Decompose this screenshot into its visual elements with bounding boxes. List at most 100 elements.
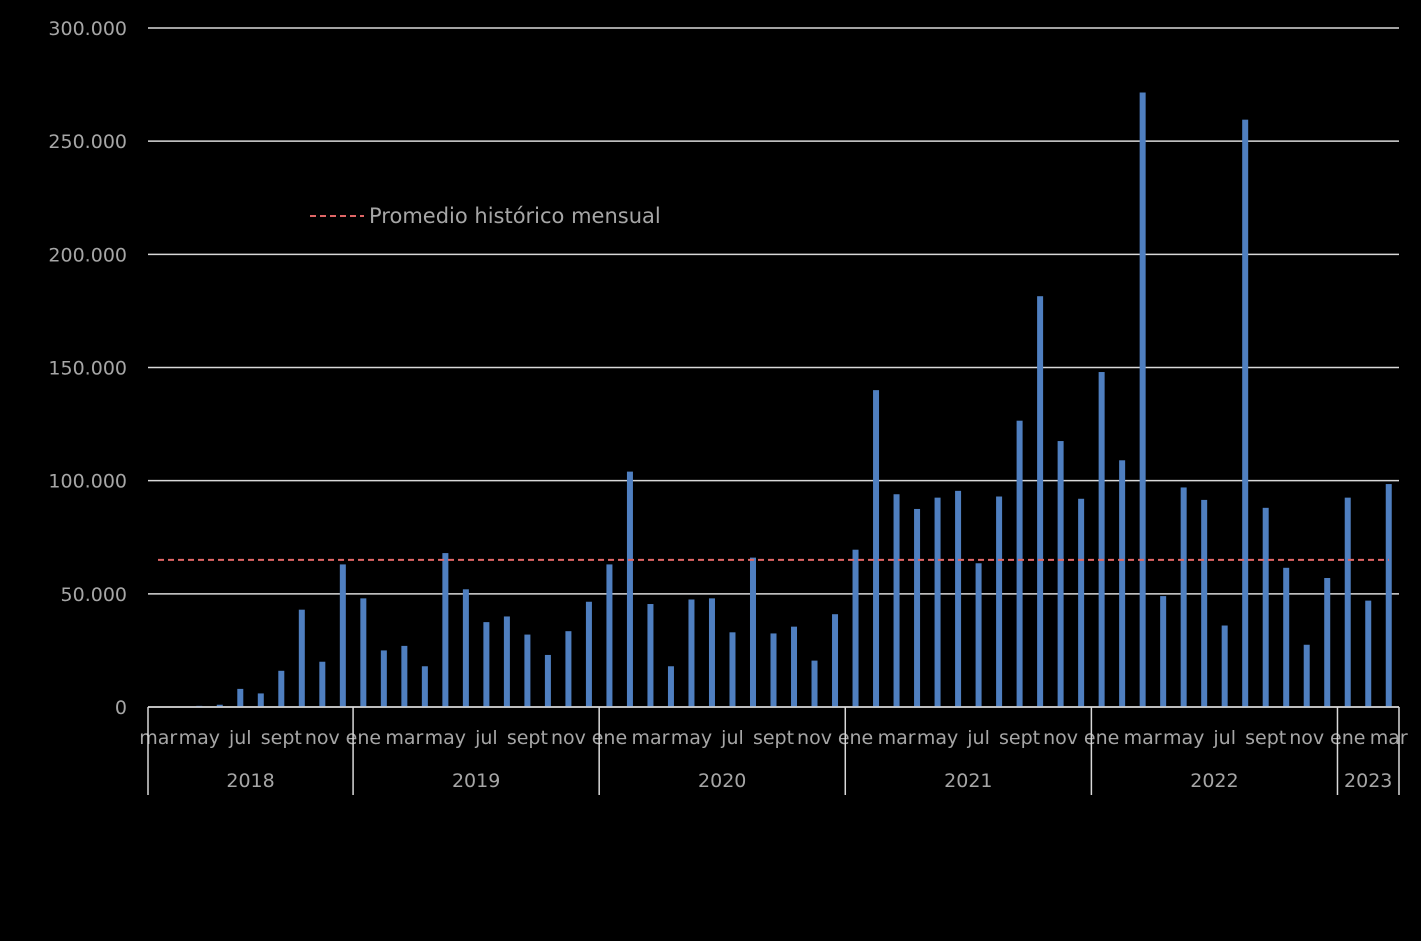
year-label: 2023 (1344, 770, 1392, 792)
bar (360, 598, 367, 707)
bar (667, 666, 674, 707)
bar (1180, 487, 1187, 707)
bar (1201, 499, 1208, 707)
bar (626, 471, 633, 707)
x-tick-label: mar (631, 727, 669, 749)
bar (1016, 420, 1023, 707)
y-axis-tick-labels: 0 50.000 100.000 150.000 200.000 250.000 300.0… (48, 18, 127, 719)
bar (565, 631, 572, 707)
y-tick-label: 50.000 (61, 584, 127, 606)
bar (1242, 119, 1249, 708)
x-tick-label: ene (838, 727, 873, 749)
x-tick-label: ene (1084, 727, 1119, 749)
bar (852, 549, 859, 707)
bar (606, 564, 613, 707)
y-tick-label: 100.000 (48, 471, 127, 493)
bar (1221, 625, 1228, 707)
year-label: 2021 (944, 770, 992, 792)
legend: Promedio histórico mensual (310, 204, 661, 228)
x-tick-label: mar (1124, 727, 1162, 749)
bar (237, 688, 244, 707)
x-tick-label: ene (592, 727, 627, 749)
year-dividers (147, 707, 1400, 795)
bar (996, 496, 1003, 707)
bar (1057, 441, 1064, 707)
y-tick-label: 300.000 (48, 18, 127, 40)
x-tick-label: sept (999, 727, 1040, 749)
x-tick-label: jul (720, 727, 744, 749)
bar (544, 654, 551, 707)
bar (873, 390, 880, 707)
bar (1344, 497, 1351, 707)
bar (524, 634, 531, 707)
bar (1098, 372, 1105, 707)
bar (585, 601, 592, 707)
bar (298, 609, 305, 707)
bar (503, 616, 510, 707)
bar (401, 645, 408, 707)
bar (442, 553, 449, 707)
bar (216, 704, 223, 707)
y-tick-label: 150.000 (48, 358, 127, 380)
bar (749, 557, 756, 707)
bar (278, 670, 285, 707)
x-tick-label: sept (261, 727, 302, 749)
legend-label: Promedio histórico mensual (369, 204, 661, 228)
x-tick-label: sept (753, 727, 794, 749)
bar (832, 614, 839, 707)
y-tick-label: 250.000 (48, 131, 127, 153)
bar (1078, 498, 1085, 707)
x-tick-label: jul (228, 727, 252, 749)
x-tick-label: mar (878, 727, 916, 749)
bar (708, 598, 715, 707)
x-tick-label: nov (551, 727, 586, 749)
bar (483, 622, 490, 707)
year-label: 2020 (698, 770, 746, 792)
bar (421, 666, 428, 707)
bar (811, 660, 818, 707)
bar (1139, 92, 1146, 707)
x-tick-label: jul (1212, 727, 1236, 749)
bar (770, 633, 777, 707)
x-tick-label: nov (305, 727, 340, 749)
bar (791, 626, 798, 707)
x-tick-label: jul (474, 727, 498, 749)
bar (1119, 460, 1126, 707)
x-tick-label: ene (346, 727, 381, 749)
x-tick-label: mar (1370, 727, 1408, 749)
x-tick-label: sept (507, 727, 548, 749)
x-tick-label: may (425, 727, 466, 749)
bar (975, 563, 982, 707)
x-tick-label: nov (797, 727, 832, 749)
x-tick-label: mar (139, 727, 177, 749)
year-label: 2022 (1190, 770, 1238, 792)
gridlines (148, 27, 1399, 708)
bar (1160, 596, 1167, 707)
bar (647, 604, 654, 707)
x-tick-label: sept (1245, 727, 1286, 749)
bars (196, 92, 1392, 708)
bar (1385, 484, 1392, 707)
bar (319, 661, 326, 707)
bar (380, 650, 387, 707)
bar (1037, 296, 1044, 707)
x-tick-label: jul (966, 727, 990, 749)
x-tick-label: nov (1043, 727, 1078, 749)
x-axis-year-labels: 2018 2019 2020 2021 2022 2023 (226, 770, 1392, 792)
bar (462, 589, 469, 707)
x-tick-label: may (179, 727, 220, 749)
x-axis-month-labels: mar may jul sept nov ene mar may jul sept nov ene ma… (139, 727, 1408, 749)
bar (729, 632, 736, 707)
bar (339, 564, 346, 707)
bar (1365, 600, 1372, 707)
bar (934, 497, 941, 707)
y-tick-label: 200.000 (48, 244, 127, 266)
year-label: 2019 (452, 770, 500, 792)
year-label: 2018 (226, 770, 274, 792)
x-tick-label: may (671, 727, 712, 749)
x-tick-label: may (1163, 727, 1204, 749)
bar (893, 494, 900, 707)
x-tick-label: ene (1330, 727, 1365, 749)
bar (955, 490, 962, 707)
